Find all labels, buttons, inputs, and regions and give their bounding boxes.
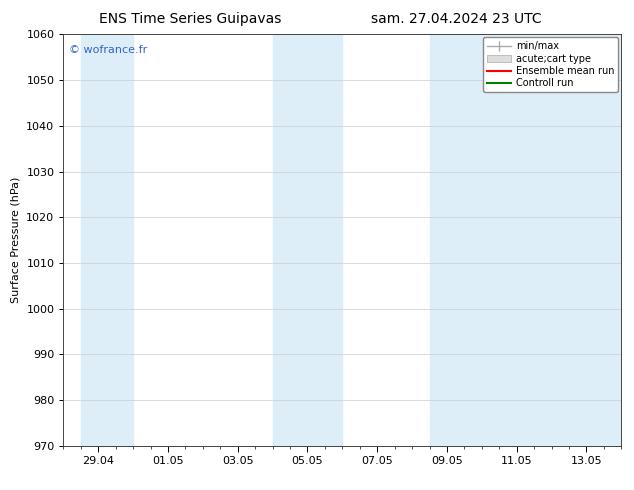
Legend: min/max, acute;cart type, Ensemble mean run, Controll run: min/max, acute;cart type, Ensemble mean … (483, 37, 618, 92)
Text: ENS Time Series Guipavas: ENS Time Series Guipavas (99, 12, 281, 26)
Bar (81, 34, 133, 446)
Y-axis label: Surface Pressure (hPa): Surface Pressure (hPa) (11, 177, 21, 303)
Text: sam. 27.04.2024 23 UTC: sam. 27.04.2024 23 UTC (371, 12, 542, 26)
Text: © wofrance.fr: © wofrance.fr (69, 45, 147, 54)
Bar (429, 34, 621, 446)
Bar (273, 34, 342, 446)
